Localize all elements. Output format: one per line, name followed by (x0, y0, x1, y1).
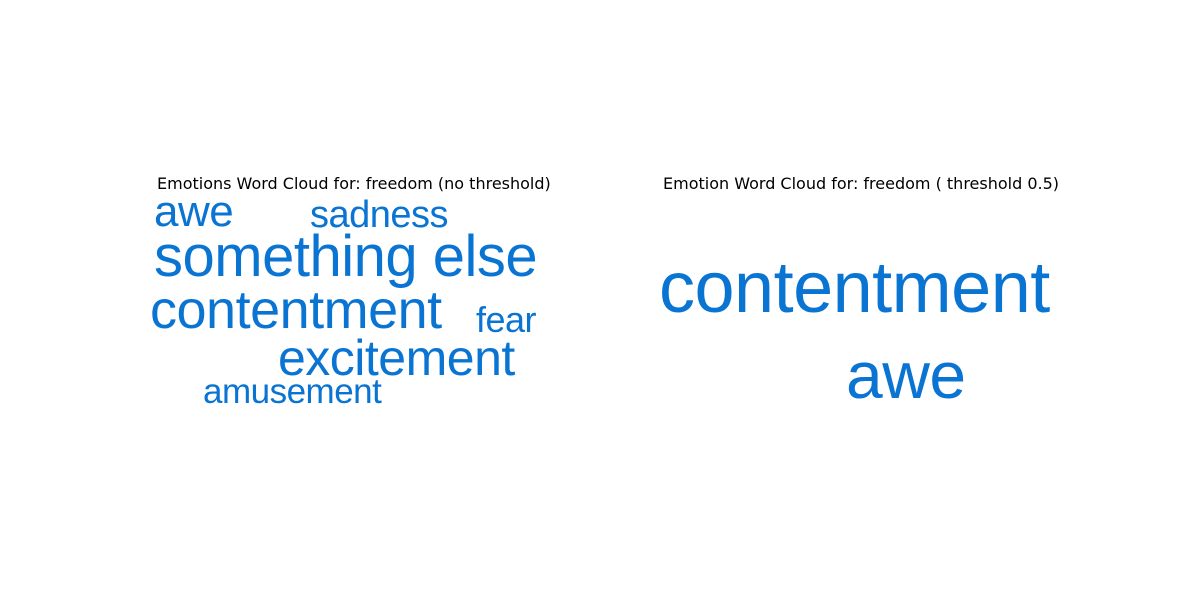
word-something-else: something else (154, 224, 538, 289)
word-awe: awe (846, 338, 966, 412)
word-amusement: amusement (203, 372, 382, 411)
word-cloud-panel-no-threshold: Emotions Word Cloud for: freedom (no thr… (150, 174, 551, 411)
chart-title: Emotion Word Cloud for: freedom ( thresh… (663, 174, 1060, 193)
chart-title: Emotions Word Cloud for: freedom (no thr… (157, 174, 551, 193)
word-sadness: sadness (310, 194, 449, 236)
word-excitement: excitement (278, 330, 515, 386)
word-awe: awe (154, 187, 234, 236)
word-fear: fear (476, 299, 537, 340)
word-cloud-panel-threshold: Emotion Word Cloud for: freedom ( thresh… (600, 0, 1200, 600)
word-contentment: contentment (659, 248, 1050, 328)
word-contentment: contentment (150, 280, 442, 340)
